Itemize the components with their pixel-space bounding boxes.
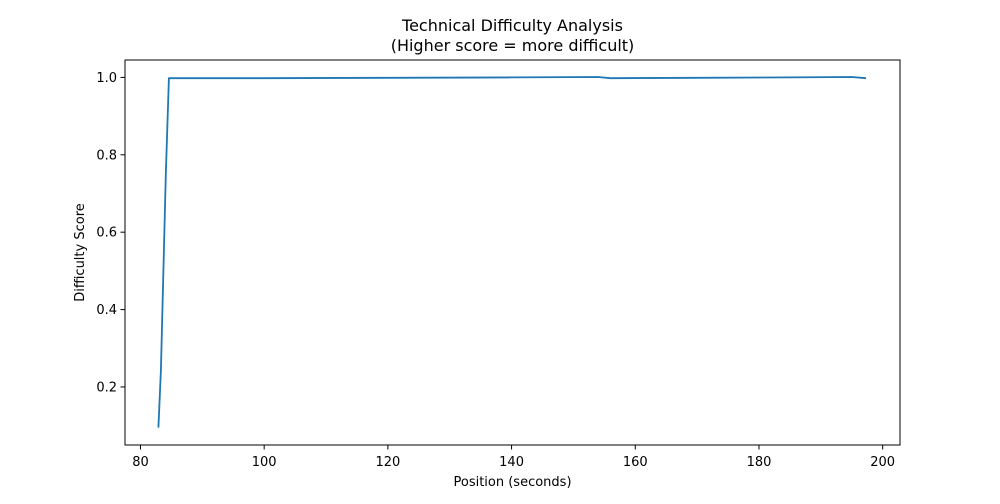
y-tick-label: 0.4 [96,303,117,318]
chart-title: Technical Difficulty Analysis [401,16,623,35]
x-tick-label: 180 [747,455,772,470]
x-tick-label: 160 [623,455,648,470]
x-tick-label: 80 [132,455,149,470]
x-tick-label: 200 [870,455,895,470]
plot-area [157,76,867,428]
chart-subtitle: (Higher score = more difficult) [391,36,635,55]
x-tick-label: 120 [375,455,400,470]
plot-frame [124,59,901,446]
x-tick-label: 100 [252,455,277,470]
y-tick-label: 1.0 [96,71,117,86]
x-tick-label: 140 [499,455,524,470]
x-axis-label: Position (seconds) [453,475,571,490]
y-tick-label: 0.6 [96,226,117,241]
y-axis: 0.2 0.4 0.6 0.8 1.0 [96,71,125,395]
y-tick-label: 0.8 [96,148,117,163]
series-line-0 [157,76,867,428]
y-tick-label: 0.2 [96,380,117,395]
y-axis-label: Difficulty Score [73,203,88,302]
x-axis: 80 100 120 140 160 180 200 [132,445,895,470]
